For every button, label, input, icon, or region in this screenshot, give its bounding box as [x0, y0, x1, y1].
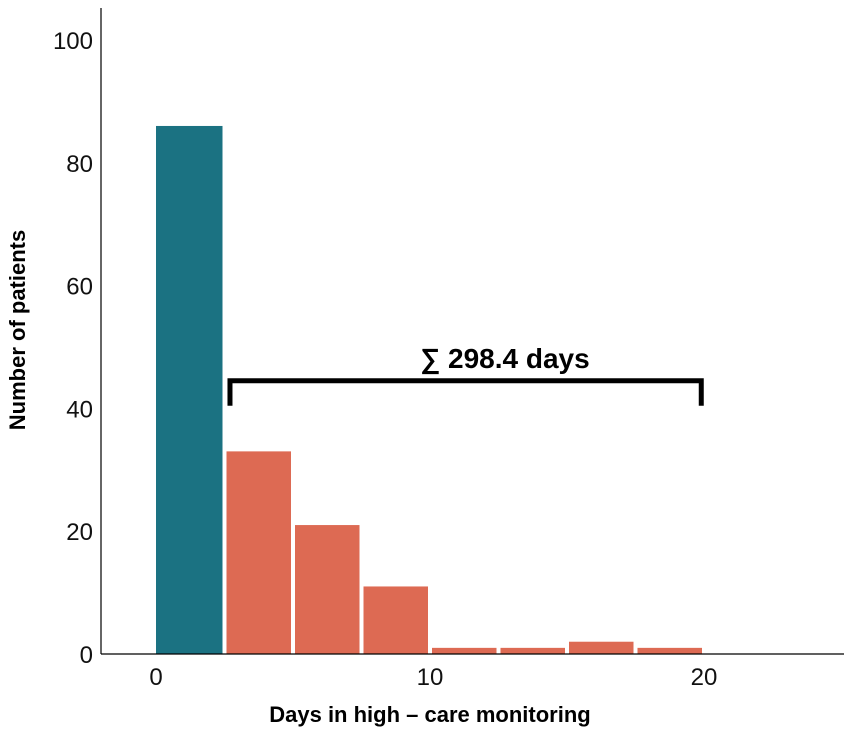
axes-group [100, 8, 844, 655]
histogram-bar [637, 647, 702, 654]
sum-bracket [227, 378, 704, 406]
x-tick-label: 0 [149, 664, 162, 691]
histogram-bar [156, 125, 223, 654]
sum-annotation-label: ∑ 298.4 days [420, 343, 589, 375]
histogram-bar [295, 525, 360, 654]
y-tick-label: 60 [66, 274, 93, 301]
y-tick-label: 80 [66, 151, 93, 178]
histogram-bar [432, 647, 497, 654]
bars-group [156, 125, 702, 654]
y-tick-label: 100 [53, 28, 93, 55]
annotation-group: ∑ 298.4 days [227, 343, 704, 406]
histogram-bar [569, 641, 634, 654]
y-tick-labels: 0 20 40 60 80 100 [53, 28, 93, 669]
x-tick-label: 20 [691, 664, 718, 691]
x-axis-title: Days in high – care monitoring [269, 702, 591, 727]
histogram-bar [226, 451, 291, 654]
y-tick-label: 20 [66, 519, 93, 546]
y-tick-label: 40 [66, 396, 93, 423]
y-tick-label: 0 [80, 642, 93, 669]
x-tick-labels: 0 10 20 [149, 664, 717, 691]
x-tick-label: 10 [417, 664, 444, 691]
histogram-bar [363, 586, 428, 654]
y-axis-title: Number of patients [5, 230, 30, 430]
histogram-bar [500, 647, 565, 654]
